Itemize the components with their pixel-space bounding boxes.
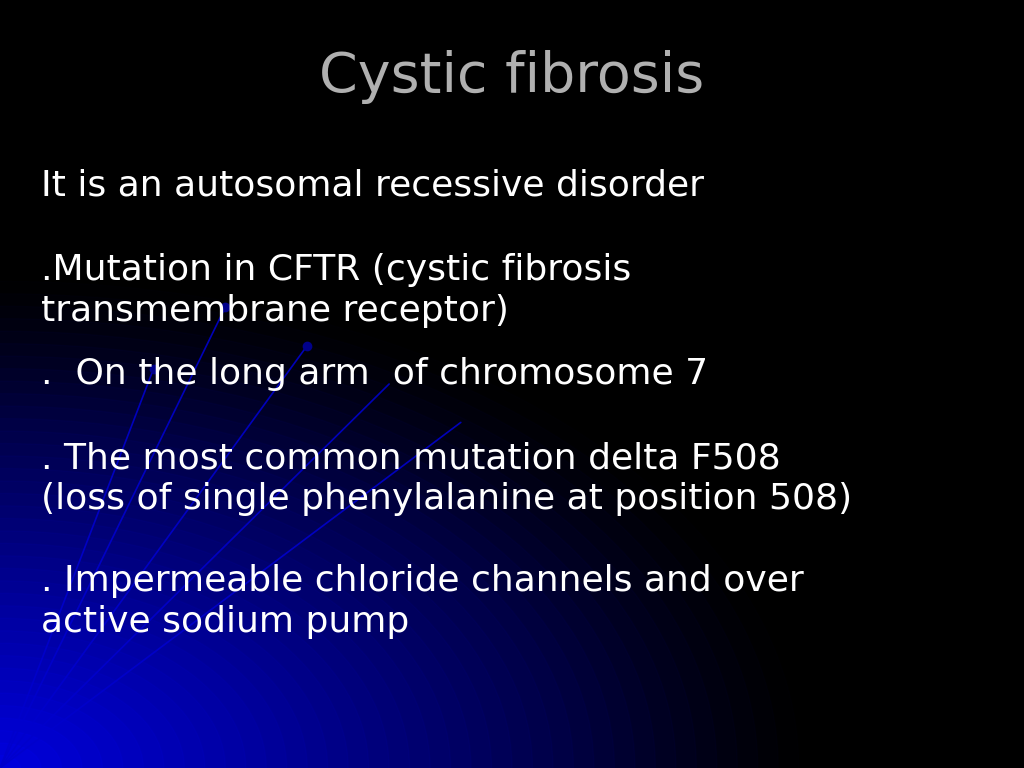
- Ellipse shape: [0, 718, 82, 768]
- Text: It is an autosomal recessive disorder: It is an autosomal recessive disorder: [41, 169, 703, 203]
- Ellipse shape: [0, 581, 307, 768]
- Ellipse shape: [0, 456, 512, 768]
- Ellipse shape: [0, 319, 737, 768]
- Ellipse shape: [0, 730, 61, 768]
- Ellipse shape: [0, 743, 41, 768]
- Ellipse shape: [0, 269, 819, 768]
- Ellipse shape: [0, 406, 594, 768]
- Ellipse shape: [0, 680, 143, 768]
- Text: .  On the long arm  of chromosome 7: . On the long arm of chromosome 7: [41, 357, 708, 391]
- Text: . The most common mutation delta F508
(loss of single phenylalanine at position : . The most common mutation delta F508 (l…: [41, 442, 852, 516]
- Ellipse shape: [0, 294, 778, 768]
- Ellipse shape: [0, 631, 225, 768]
- Ellipse shape: [0, 556, 348, 768]
- Ellipse shape: [0, 618, 246, 768]
- Ellipse shape: [0, 344, 696, 768]
- Ellipse shape: [0, 493, 451, 768]
- Ellipse shape: [0, 331, 717, 768]
- Ellipse shape: [0, 381, 635, 768]
- Ellipse shape: [0, 356, 676, 768]
- Ellipse shape: [0, 306, 758, 768]
- Ellipse shape: [0, 431, 553, 768]
- Ellipse shape: [0, 369, 655, 768]
- Ellipse shape: [0, 644, 205, 768]
- Ellipse shape: [0, 594, 287, 768]
- Text: .Mutation in CFTR (cystic fibrosis
transmembrane receptor): .Mutation in CFTR (cystic fibrosis trans…: [41, 253, 631, 328]
- Ellipse shape: [0, 668, 164, 768]
- Text: Cystic fibrosis: Cystic fibrosis: [319, 50, 705, 104]
- Ellipse shape: [0, 419, 573, 768]
- Ellipse shape: [0, 281, 799, 768]
- Ellipse shape: [0, 444, 532, 768]
- Ellipse shape: [0, 518, 410, 768]
- Ellipse shape: [0, 568, 328, 768]
- Ellipse shape: [0, 481, 471, 768]
- Ellipse shape: [0, 756, 20, 768]
- Ellipse shape: [0, 606, 266, 768]
- Ellipse shape: [0, 468, 492, 768]
- Ellipse shape: [0, 656, 184, 768]
- Ellipse shape: [0, 544, 369, 768]
- Ellipse shape: [0, 531, 389, 768]
- Ellipse shape: [0, 693, 123, 768]
- Text: . Impermeable chloride channels and over
active sodium pump: . Impermeable chloride channels and over…: [41, 564, 804, 639]
- Ellipse shape: [0, 506, 430, 768]
- Ellipse shape: [0, 706, 102, 768]
- Ellipse shape: [0, 393, 614, 768]
